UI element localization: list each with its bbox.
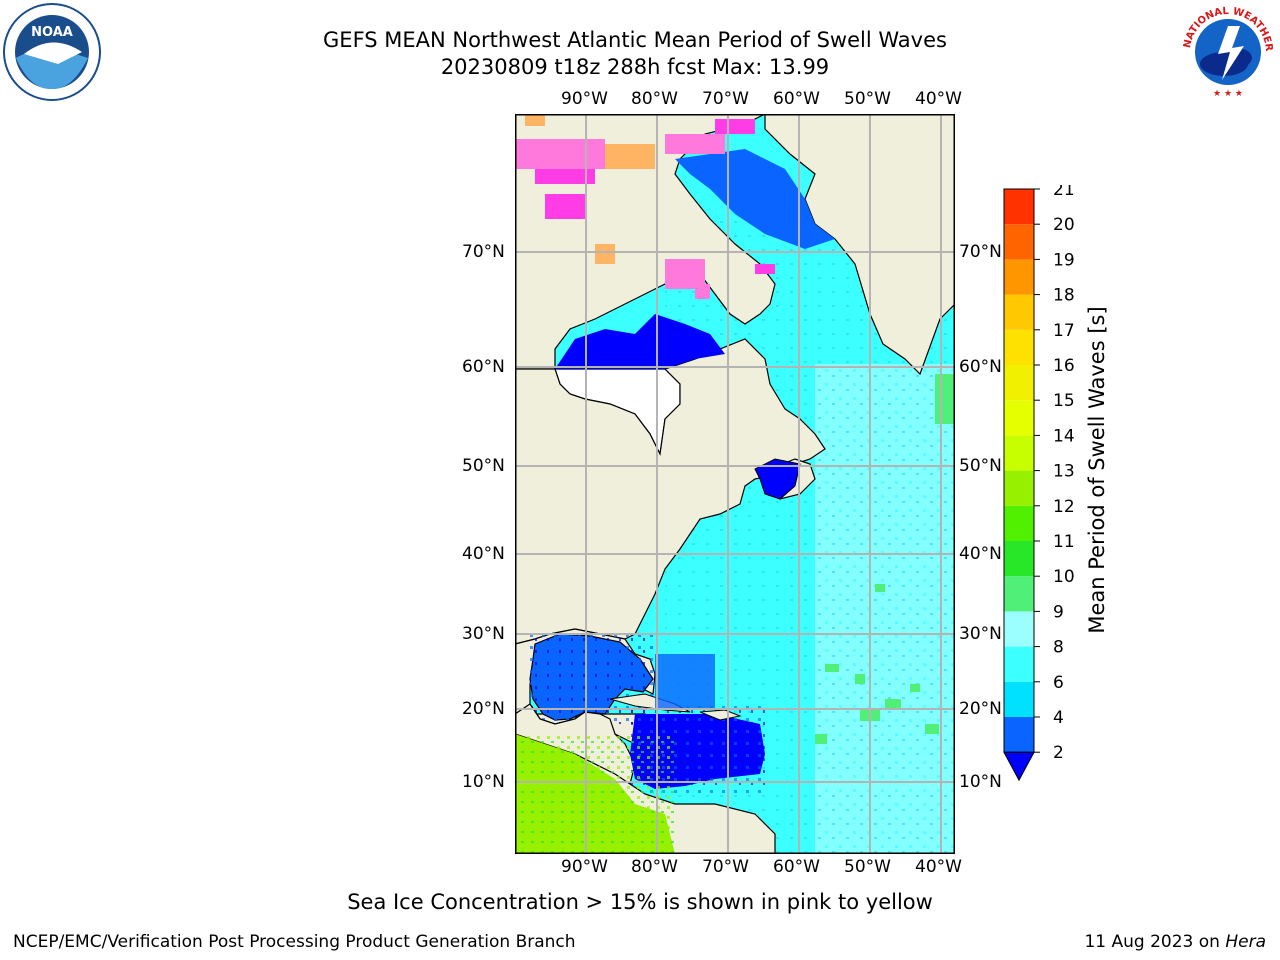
map [515,114,955,854]
lat-label-left-40n: 40°N [462,544,505,564]
colorbar-segment [1004,717,1034,753]
colorbar-segment [1004,435,1034,471]
lat-label-right-40n: 40°N [959,544,1002,564]
hudson-swell [555,314,725,369]
colorbar-segment [1004,224,1034,260]
lat-label-left-20n: 20°N [462,699,505,719]
colorbar-under-arrow [1003,751,1035,782]
colorbar-segment [1004,365,1034,401]
lon-label-bottom-90w: 90°W [561,857,608,877]
colorbar-tick-label: 15 [1053,391,1075,411]
colorbar-segment [1004,576,1034,612]
colorbar-tick-label: 12 [1053,497,1075,517]
lon-label-bottom-40w: 40°W [915,857,962,877]
lat-label-left-70n: 70°N [462,242,505,262]
lon-label-bottom-50w: 50°W [844,857,891,877]
lat-label-right-30n: 30°N [959,624,1002,644]
baffin-bay-swell [675,149,835,249]
colorbar-segment [1004,646,1034,682]
gulf-st-lawrence [754,458,801,500]
map-frame [515,114,955,854]
map-subtitle-forecast: 20230809 t18z 288h fcst Max: 13.99 [440,55,830,79]
footer-host: Hera [1225,932,1266,952]
noaa-logo-text: NOAA [31,25,73,40]
bahamas-low-swell [655,654,715,709]
lon-label-top-40w: 40°W [915,89,962,109]
colorbar-tick-label: 2 [1053,743,1064,763]
colorbar-tick-label: 17 [1053,321,1075,341]
colorbar-tick-label: 19 [1053,250,1075,270]
colorbar-segment [1004,189,1034,225]
lon-label-top-90w: 90°W [561,89,608,109]
map-title: GEFS MEAN Northwest Atlantic Mean Period… [323,28,947,52]
footer-date: 11 Aug 2023 on [1084,932,1226,952]
colorbar-tick-label: 9 [1053,602,1064,622]
pacific-speckle [515,734,675,854]
colorbar-tick-label: 14 [1053,426,1075,446]
colorbar-tick-label: 8 [1053,638,1064,658]
lat-label-left-30n: 30°N [462,624,505,644]
colorbar-segment [1004,294,1034,330]
colorbar-tick-label: 18 [1053,286,1075,306]
colorbar-segment [1004,329,1034,365]
lon-label-top-50w: 50°W [844,89,891,109]
colorbar-tick-label: 6 [1053,673,1064,693]
colorbar-segment [1004,681,1034,717]
colorbar-tick-label: 21 [1053,185,1075,200]
footer-left: NCEP/EMC/Verification Post Processing Pr… [13,932,576,952]
footer-right: 11 Aug 2023 on Hera [1084,932,1266,952]
lon-label-top-70w: 70°W [702,89,749,109]
land-greenland [764,114,955,376]
lat-label-left-10n: 10°N [462,772,505,792]
lat-label-right-60n: 60°N [959,357,1002,377]
lat-label-left-50n: 50°N [462,456,505,476]
lat-lon-grid [515,114,955,854]
colorbar-tick-label: 20 [1053,215,1075,235]
colorbar-segment [1004,505,1034,541]
colorbar-tick-label: 13 [1053,462,1075,482]
noaa-logo: NOAA [2,2,102,102]
colorbar-tick-label: 11 [1053,532,1075,552]
colorbar-label: Mean Period of Swell Waves [s] [1085,306,1109,634]
lon-label-bottom-80w: 80°W [631,857,678,877]
colorbar-tick-label: 4 [1053,708,1064,728]
sea-ice-note: Sea Ice Concentration > 15% is shown in … [347,890,933,914]
colorbar-tick-label: 10 [1053,567,1075,587]
lon-label-bottom-60w: 60°W [773,857,820,877]
lat-label-right-20n: 20°N [959,699,1002,719]
colorbar-segment [1004,611,1034,647]
colorbar-segment [1004,541,1034,577]
svg-text:★ ★ ★: ★ ★ ★ [1213,89,1243,99]
colorbar-segment [1004,470,1034,506]
lat-label-right-50n: 50°N [959,456,1002,476]
land-hispaniola [699,709,742,721]
colorbar-tick-label: 16 [1053,356,1075,376]
colorbar: 2 4 6 8 9 10 11 12 13 14 15 16 17 18 19 20 21 [1003,185,1075,782]
nws-logo: NATIONAL WEATHER SERVICE ★ ★ ★ [1174,0,1278,102]
lon-label-bottom-70w: 70°W [702,857,749,877]
colorbar-segment [1004,400,1034,436]
lat-label-right-10n: 10°N [959,772,1002,792]
lon-label-top-60w: 60°W [773,89,820,109]
colorbar-segment [1004,259,1034,295]
lat-label-left-60n: 60°N [462,357,505,377]
lon-label-top-80w: 80°W [631,89,678,109]
sea-ice [515,114,775,299]
lat-label-right-70n: 70°N [959,242,1002,262]
